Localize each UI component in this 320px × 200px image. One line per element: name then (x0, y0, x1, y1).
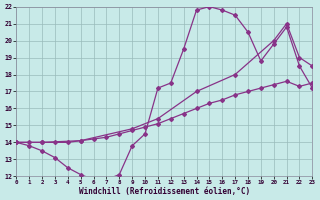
X-axis label: Windchill (Refroidissement éolien,°C): Windchill (Refroidissement éolien,°C) (79, 187, 250, 196)
